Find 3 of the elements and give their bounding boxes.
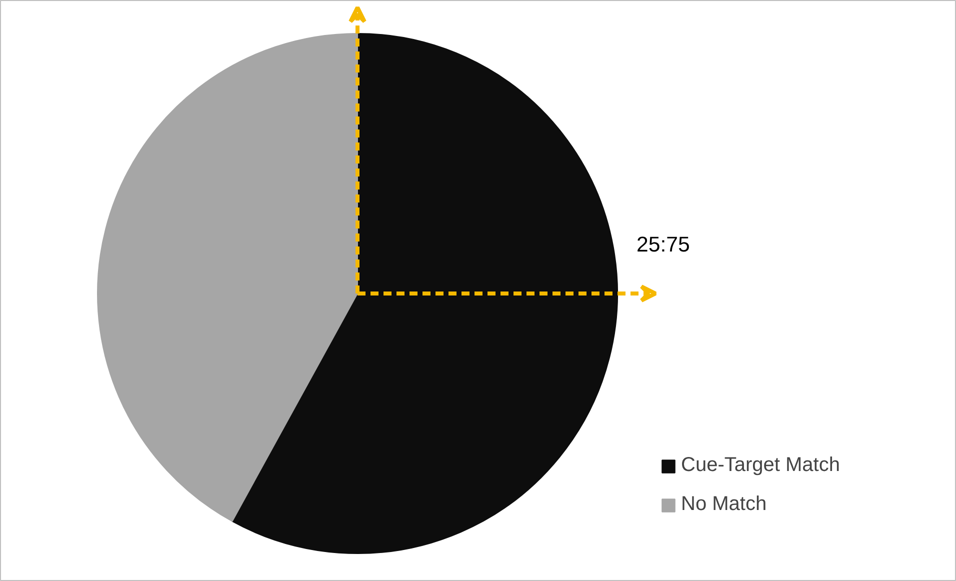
legend-label: Cue-Target Match [681,454,840,477]
legend-label: No Match [681,493,767,516]
text: 25:75 [636,232,690,256]
